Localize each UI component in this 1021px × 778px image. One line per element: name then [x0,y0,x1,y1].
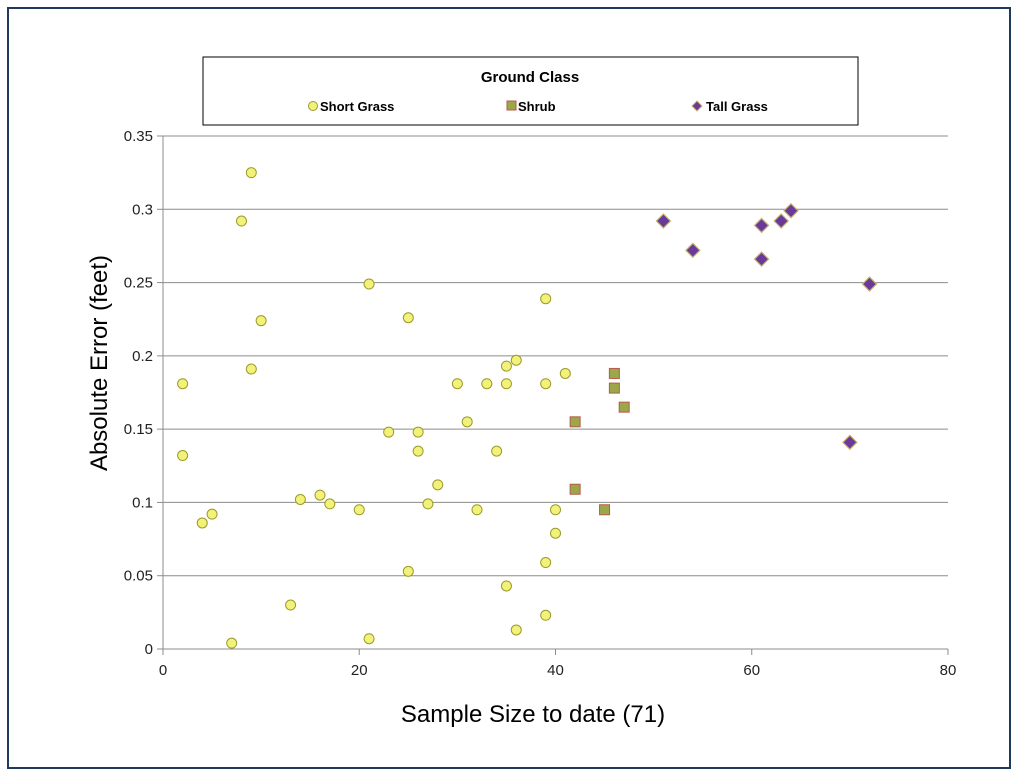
point-short-grass [294,493,306,505]
point-tall-grass [783,202,799,219]
point-short-grass [324,498,336,510]
point-short-grass [510,354,522,366]
x-axis-title: Sample Size to date (71) [401,701,665,728]
point-short-grass [481,378,493,390]
y-tick-label: 0.3 [132,201,153,218]
legend-label-shrub: Shrub [518,99,556,114]
legend: Ground Class Short Grass Shrub Tall Gras… [202,56,859,126]
point-short-grass [540,293,552,305]
point-short-grass [255,315,267,327]
y-tick-label: 0.05 [124,568,153,585]
point-short-grass [540,378,552,390]
point-tall-grass [655,213,672,229]
point-short-grass [353,504,365,516]
legend-marker-short-grass [308,101,318,111]
axes [157,135,949,655]
point-tall-grass [773,213,790,229]
y-axis-title: Absolute Error (feet) [86,255,113,471]
point-short-grass [559,367,571,379]
point-short-grass [245,363,257,375]
legend-marker-shrub [506,100,517,111]
point-tall-grass [753,217,770,234]
point-tall-grass [861,276,878,292]
point-short-grass [402,565,414,577]
point-short-grass [412,426,424,438]
y-tick-label: 0.35 [124,128,153,145]
point-short-grass [471,504,483,516]
legend-label-short-grass: Short Grass [320,99,394,114]
legend-marker-tall-grass [691,100,703,112]
data-points [177,167,878,649]
legend-title: Ground Class [481,69,579,86]
point-short-grass [500,580,512,592]
point-short-grass [402,312,414,324]
point-short-grass [510,624,522,636]
point-short-grass [177,378,189,390]
y-tick-labels: 0 0.05 0.1 0.15 0.2 0.25 0.3 0.35 [124,128,153,658]
point-shrub [599,504,611,516]
point-short-grass [245,167,257,179]
gridlines [163,135,948,577]
point-short-grass [196,517,208,529]
point-short-grass [363,633,375,645]
x-tick-label: 40 [547,662,564,679]
point-tall-grass [685,242,701,259]
y-tick-label: 0.2 [132,348,153,365]
point-short-grass [540,609,552,621]
point-short-grass [540,557,552,569]
point-short-grass [500,360,512,372]
point-shrub [608,382,620,394]
point-short-grass [491,445,503,457]
point-short-grass [363,278,375,290]
point-short-grass [412,445,424,457]
legend-box [202,56,859,126]
point-shrub [569,416,581,428]
y-tick-label: 0 [145,641,153,658]
x-tick-labels: 0 20 40 60 80 [159,662,957,679]
y-tick-label: 0.1 [132,494,153,511]
point-tall-grass [842,434,858,451]
legend-label-tall-grass: Tall Grass [706,99,768,114]
point-short-grass [550,504,561,516]
point-short-grass [451,378,463,390]
y-tick-label: 0.25 [124,275,153,292]
point-shrub [608,367,620,379]
x-tick-label: 60 [743,662,760,679]
point-short-grass [383,426,395,438]
point-short-grass [314,489,326,501]
point-short-grass [177,450,189,462]
point-tall-grass [753,251,770,267]
point-short-grass [422,498,434,510]
point-shrub [618,401,630,413]
point-shrub [569,483,581,495]
x-tick-label: 20 [351,662,368,679]
point-short-grass [285,599,297,611]
point-short-grass [432,479,444,491]
point-short-grass [236,215,247,227]
point-short-grass [500,378,512,390]
point-short-grass [461,416,473,428]
point-short-grass [550,527,561,539]
x-tick-label: 80 [940,662,957,679]
y-tick-label: 0.15 [124,421,153,438]
x-tick-label: 0 [159,662,167,679]
point-short-grass [206,508,218,520]
point-short-grass [226,637,238,649]
